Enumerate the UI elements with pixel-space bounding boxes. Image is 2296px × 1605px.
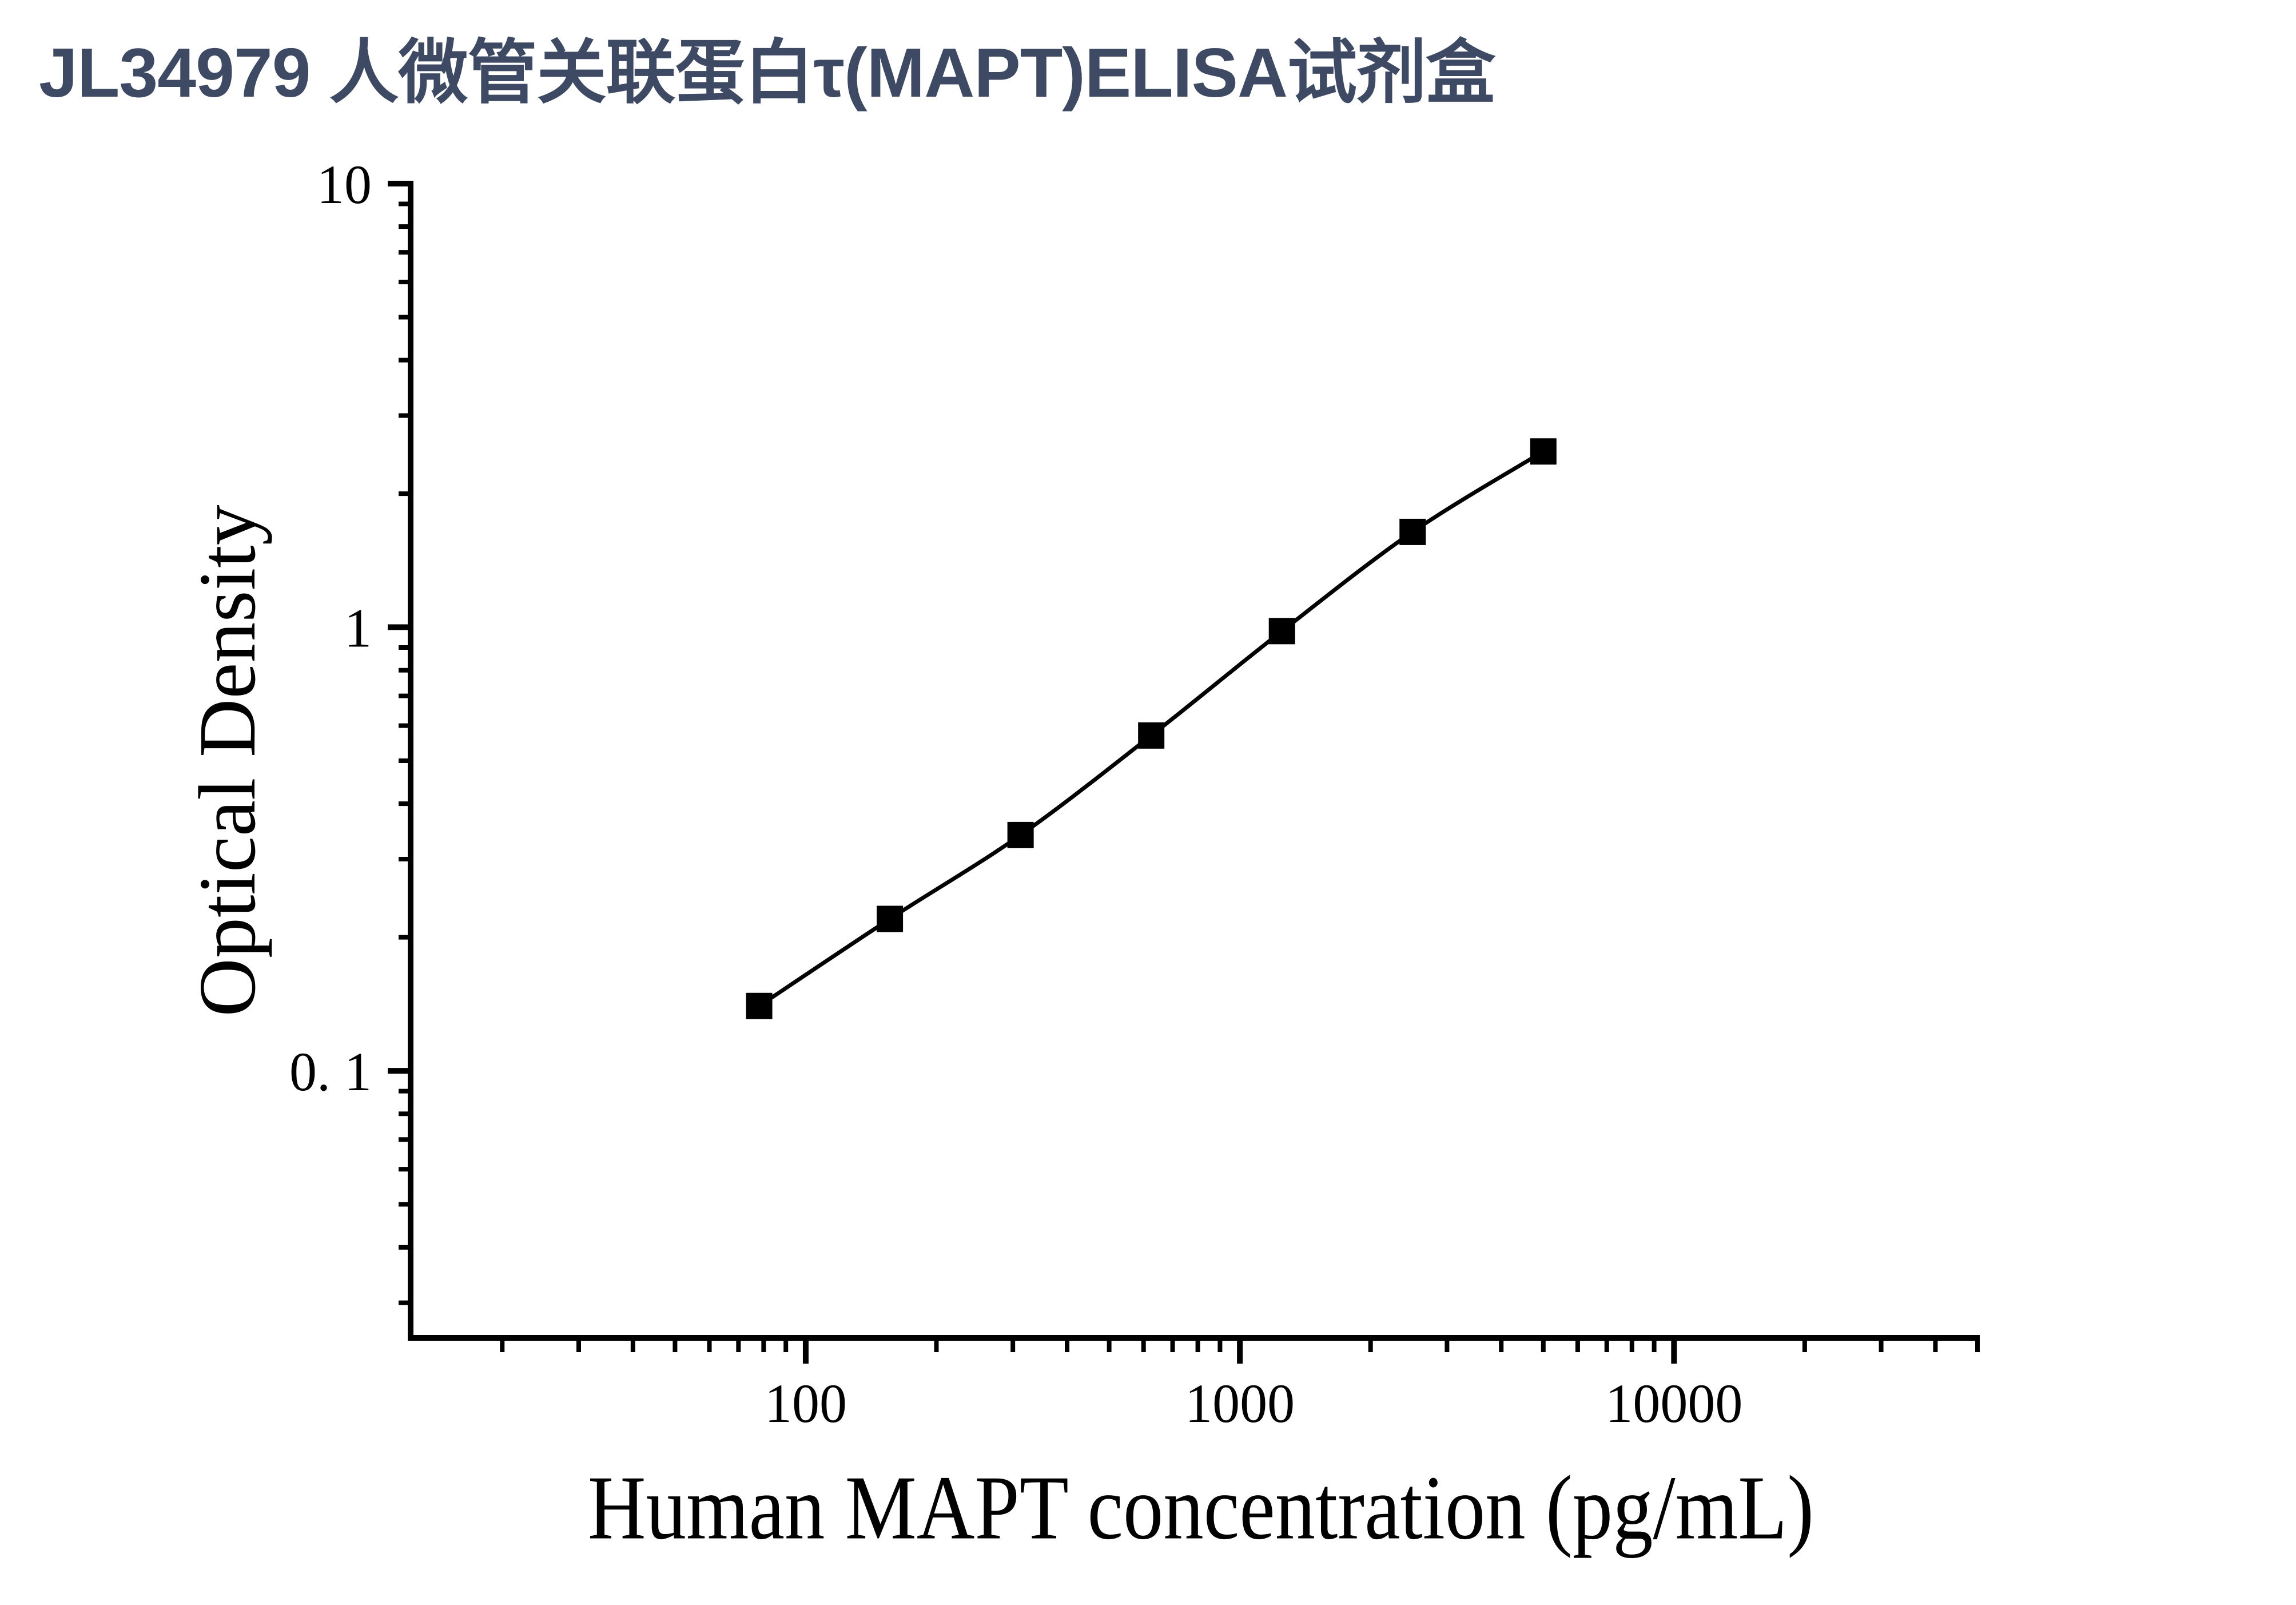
x-axis-title: Human MAPT concentration (pg/mL) — [587, 1456, 1814, 1559]
data-point-marker — [1399, 518, 1426, 545]
x-tick-label: 10000 — [1605, 1373, 1742, 1434]
data-point-marker — [1007, 821, 1034, 848]
data-point-marker — [877, 905, 904, 932]
page-title: JL34979 人微管关联蛋白τ(MAPT)ELISA试剂盒 — [39, 34, 1495, 112]
x-tick-label: 1000 — [1185, 1373, 1295, 1434]
data-point-marker — [1530, 438, 1557, 465]
y-axis-title: Optical Density — [182, 504, 272, 1017]
y-tick-label: 1 — [344, 598, 372, 659]
y-tick-label: 0. 1 — [289, 1041, 372, 1102]
data-point-marker — [1268, 618, 1295, 645]
data-point-marker — [1138, 722, 1165, 749]
x-tick-label: 100 — [765, 1373, 847, 1434]
y-tick-label: 10 — [317, 154, 372, 215]
data-point-marker — [746, 992, 773, 1019]
